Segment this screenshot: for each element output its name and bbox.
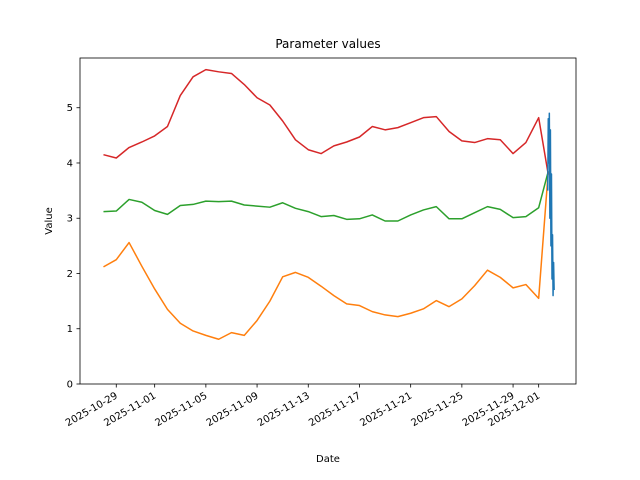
series-line — [103, 68, 550, 175]
y-tick-label: 3 — [67, 214, 73, 225]
chart-title: Parameter values — [275, 37, 380, 51]
y-tick-label: 5 — [67, 103, 73, 114]
y-tick-label: 4 — [67, 158, 73, 169]
series-line — [546, 112, 555, 297]
plot-frame — [79, 57, 577, 385]
series-line — [103, 171, 550, 340]
series-line — [103, 171, 549, 222]
y-axis-label: Value — [44, 207, 55, 234]
y-tick-label: 0 — [67, 380, 73, 391]
x-axis-label: Date — [316, 454, 340, 465]
y-tick-label: 2 — [67, 269, 73, 280]
y-tick-label: 1 — [67, 324, 73, 335]
